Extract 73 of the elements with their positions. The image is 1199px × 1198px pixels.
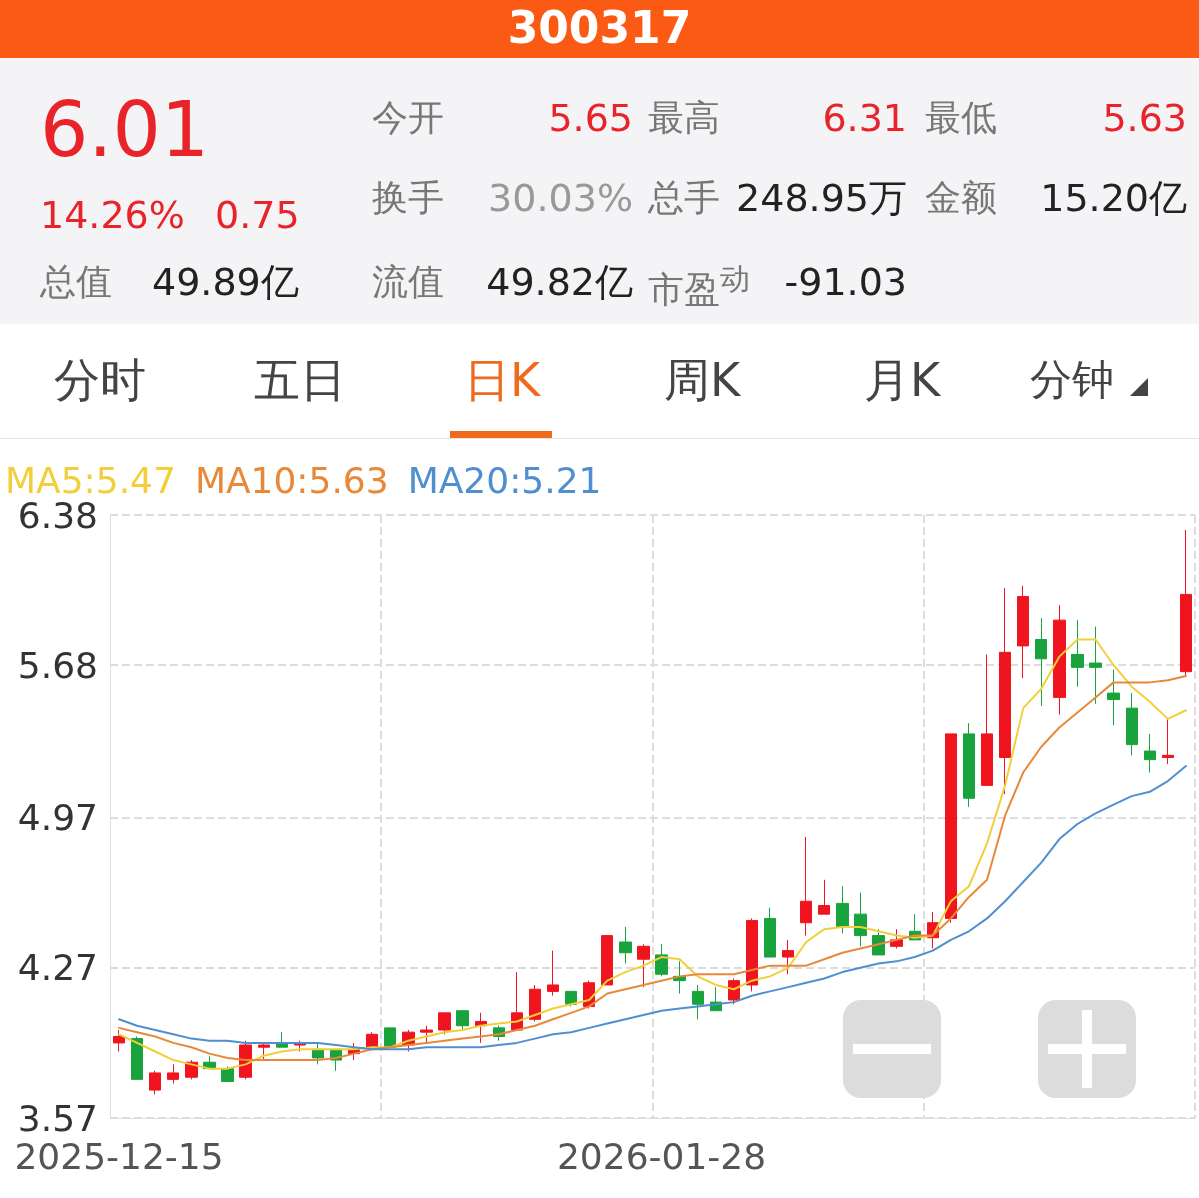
text: 5.63 [1102,96,1187,140]
candlestick [836,885,849,934]
candlestick [420,1025,433,1044]
candlestick [312,1042,324,1065]
text: 6.31 [822,96,907,140]
candlestick [1107,669,1120,726]
candlestick [800,836,812,937]
candlestick [637,943,650,988]
text: 周K [662,353,742,407]
x-tick-label: 2026-01-28 [556,1135,767,1177]
candlestick [547,950,559,997]
text: 金额 [925,177,997,218]
text: -91.03 [784,260,907,304]
candlestick [258,1042,270,1061]
text: 总值 [40,261,112,302]
candlestick [1089,626,1102,705]
candlestick [764,907,776,958]
text: 月K [863,353,941,407]
candlestick [692,984,704,1020]
text: 30.03% [488,176,633,220]
text: 0.75 [215,193,300,237]
candlestick [113,1029,125,1052]
candlestick [1071,619,1084,688]
candlestick [619,926,632,964]
text: 14.26% [40,193,185,237]
candlestick [854,892,867,947]
text: 流值 [372,261,444,302]
candlestick [999,587,1011,795]
candlestick [1053,604,1066,716]
text: 248.95万 [736,176,907,220]
candlestick [1180,529,1192,677]
text: 五日 [253,353,347,407]
text: MA20:5.21 [407,459,602,501]
text: 5.65 [548,96,633,140]
text: 300317 [0,0,1199,58]
candlestick [131,1035,143,1080]
text: 市盈$^{动}$ [648,261,750,310]
candlestick [782,939,794,975]
text: MA10:5.63 [194,459,389,501]
candlestick [963,722,975,808]
text: 日K [462,353,542,407]
y-tick-label: 5.68 [17,644,98,686]
candlestick [1126,692,1138,756]
text: 分时 [53,353,147,407]
candlestick [818,879,830,915]
candlestick [456,1010,469,1031]
candlestick [1162,718,1174,765]
candlestick [1017,585,1029,679]
text: 15.20亿 [1040,176,1187,220]
text: 总手 [648,177,720,218]
line-series [118,765,1187,1051]
text: 49.89亿 [152,260,299,304]
candlestick [945,733,957,924]
candlestick [601,935,613,986]
text: 6.01 [40,85,210,174]
candlestick [981,653,993,786]
candlestick [149,1070,161,1095]
text: 49.82亿 [486,260,633,304]
candlestick [438,1012,451,1035]
text: 换手 [372,177,444,218]
candlestick [872,928,885,956]
candlestick [529,984,541,1022]
candlestick [1035,617,1047,707]
y-tick-label: 4.27 [17,947,98,989]
text: 今开 [372,97,444,138]
candlestick [1144,733,1156,774]
text: 分钟 [1030,355,1114,404]
text: 最低 [925,97,997,138]
candlestick [746,917,758,992]
candlestick [167,1063,179,1085]
y-tick-label: 4.97 [17,797,98,839]
candlestick [384,1027,396,1048]
text: 最高 [648,97,720,138]
